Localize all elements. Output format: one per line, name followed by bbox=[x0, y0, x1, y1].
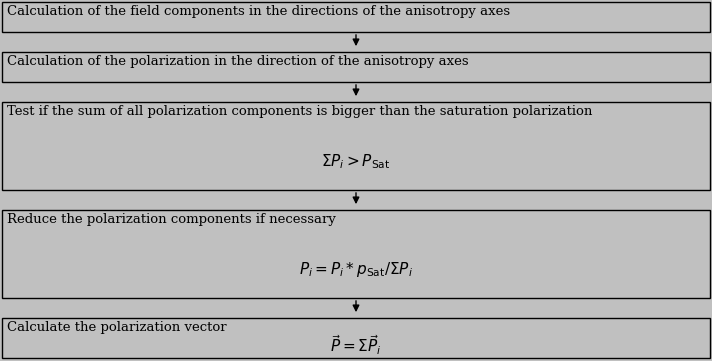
Text: $\vec{P} = \Sigma\vec{P}_i$: $\vec{P} = \Sigma\vec{P}_i$ bbox=[330, 333, 382, 357]
Text: Calculate the polarization vector: Calculate the polarization vector bbox=[7, 321, 226, 334]
Bar bbox=[2, 52, 710, 82]
Bar bbox=[2, 102, 710, 190]
Text: $P_i = P_i * p_{\mathrm{Sat}}/\Sigma P_i$: $P_i = P_i * p_{\mathrm{Sat}}/\Sigma P_i… bbox=[299, 260, 413, 279]
Bar bbox=[2, 318, 710, 358]
Text: Reduce the polarization components if necessary: Reduce the polarization components if ne… bbox=[7, 213, 336, 226]
Bar bbox=[2, 210, 710, 298]
Text: Calculation of the polarization in the direction of the anisotropy axes: Calculation of the polarization in the d… bbox=[7, 55, 468, 68]
Bar bbox=[2, 2, 710, 32]
Text: $\Sigma P_i > P_{\mathrm{Sat}}$: $\Sigma P_i > P_{\mathrm{Sat}}$ bbox=[321, 152, 391, 171]
Text: Test if the sum of all polarization components is bigger than the saturation pol: Test if the sum of all polarization comp… bbox=[7, 105, 592, 118]
Text: Calculation of the field components in the directions of the anisotropy axes: Calculation of the field components in t… bbox=[7, 5, 510, 18]
